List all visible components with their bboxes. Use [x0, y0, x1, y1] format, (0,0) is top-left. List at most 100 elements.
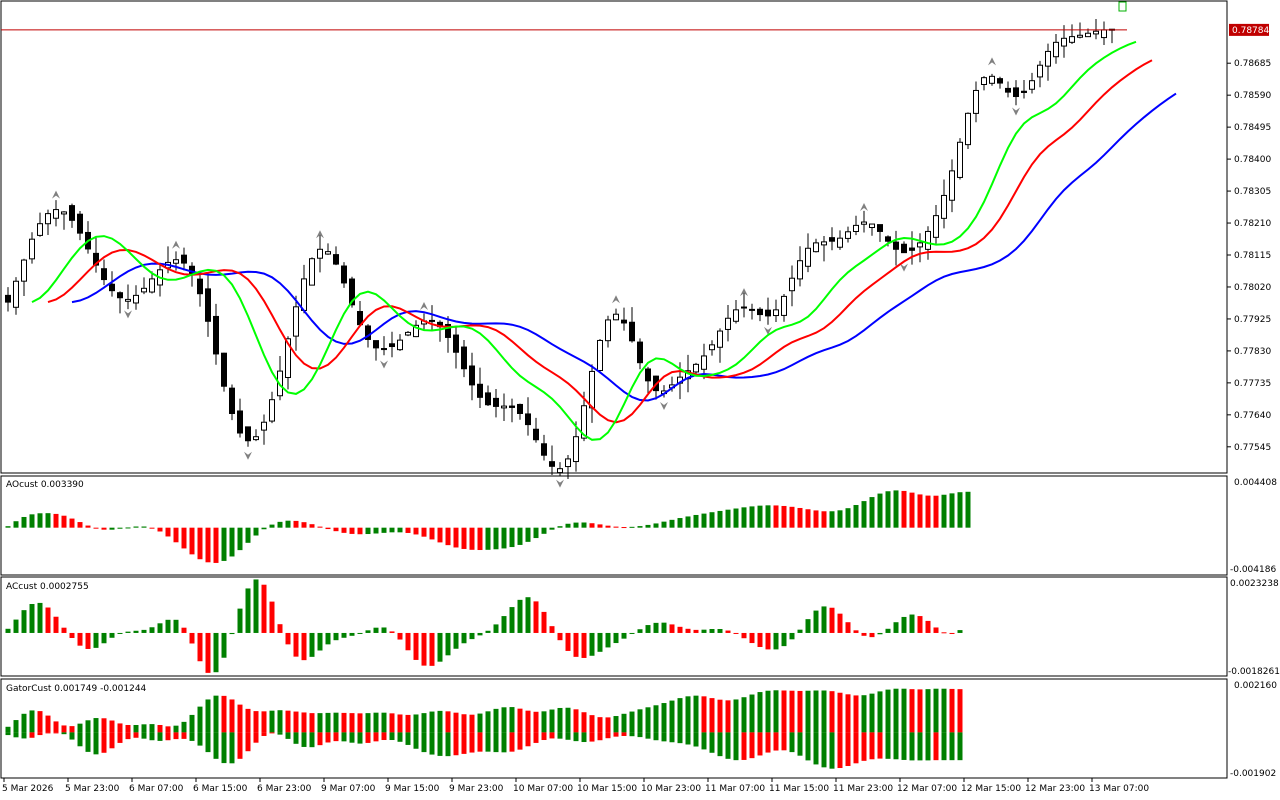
ac-bar [701, 629, 707, 633]
candles-layer [5, 19, 1115, 480]
ac-bar [645, 625, 651, 633]
ac-bar [117, 632, 123, 634]
up-fractal-arrow [172, 240, 180, 249]
gator-lower-bar [573, 732, 579, 742]
gator-upper-bar [309, 713, 315, 733]
ac-bar [517, 599, 523, 633]
up-fractal-arrow [52, 190, 60, 199]
gator-upper-bar [389, 713, 395, 733]
ao-bar [461, 527, 467, 549]
gator-lower-bar [925, 732, 931, 761]
ao-bar [501, 527, 507, 549]
ao-bar [437, 527, 443, 543]
bullish-candle [1069, 36, 1075, 43]
gator-upper-bar [181, 721, 187, 733]
ac-bar [213, 632, 219, 673]
ao-bar [205, 527, 211, 563]
bearish-candle [349, 278, 355, 306]
bearish-candle [69, 205, 75, 221]
bullish-candle [853, 224, 859, 232]
ao-bar [173, 527, 179, 543]
gator-upper-bar [613, 716, 619, 733]
gator-upper-bar [285, 710, 291, 733]
gator-lower-bar [765, 732, 771, 753]
gator-upper-bar [709, 698, 715, 733]
gator-upper-bar [725, 700, 731, 733]
bullish-candle [709, 344, 715, 351]
gator-lower-bar [701, 732, 707, 750]
bullish-candle [981, 77, 987, 85]
gator-lower-bar [13, 732, 19, 738]
ao-bar [549, 527, 555, 530]
ac-histogram [5, 579, 963, 673]
gator-lower-bar [381, 732, 387, 741]
gator-upper-bar [157, 724, 163, 733]
ao-bar [93, 527, 99, 529]
gator-upper-bar [517, 708, 523, 733]
ac-bar [957, 630, 963, 633]
bullish-candle [413, 324, 419, 338]
ao-bar [909, 492, 915, 528]
time-tick-label: 10 Mar 23:00 [641, 784, 701, 794]
bearish-candle [461, 346, 467, 370]
ao-bar [837, 510, 843, 528]
ao-bar [925, 495, 931, 528]
ac-bar [821, 606, 827, 633]
ao-bar [37, 513, 43, 528]
ac-bar [589, 632, 595, 656]
gator-lower-bar [181, 732, 187, 739]
ao-bar [253, 527, 259, 536]
gator-lower-bar [805, 732, 811, 761]
ac-bar [165, 619, 171, 633]
gator-upper-bar [85, 720, 91, 733]
bearish-candle [493, 397, 499, 407]
gator-upper-bar [357, 713, 363, 733]
ac-bar [245, 588, 251, 633]
gator-upper-bar [373, 712, 379, 733]
gator-upper-bar [629, 711, 635, 733]
ao-bar [765, 505, 771, 528]
gator-upper-bar [741, 697, 747, 733]
gator-min-label: -0.001902 [1230, 769, 1276, 779]
gator-lower-bar [869, 732, 875, 760]
price-panel[interactable]: 0.78685 0.78590 0.78495 0.78400 0.78305 0.782… [0, 0, 1271, 488]
bullish-candle [869, 223, 875, 229]
ac-bar [157, 623, 163, 633]
up-fractal-arrow [988, 57, 996, 66]
gator-upper-bar [829, 691, 835, 733]
ao-bar [677, 518, 683, 528]
ao-bar [509, 527, 515, 548]
gator-lower-bar [781, 732, 787, 751]
ao-bar [861, 501, 867, 528]
ao-panel[interactable]: AOcust 0.003390 0.004408 -0.004186 [0, 475, 1277, 576]
ac-panel[interactable]: ACcust 0.0002755 0.0023238 -0.0018261 [0, 576, 1280, 677]
ao-bar [13, 521, 19, 528]
ao-bar [341, 527, 347, 533]
ac-bar [197, 632, 203, 662]
bullish-candle [821, 241, 827, 246]
ao-bar [85, 525, 91, 528]
forming-candle-marker [1118, 1, 1127, 12]
gator-upper-bar [149, 724, 155, 733]
ao-bar [917, 494, 923, 528]
ao-bar [381, 527, 387, 533]
bearish-candle [829, 237, 835, 242]
bullish-candle [397, 339, 403, 351]
gator-lower-bar [917, 732, 923, 761]
gator-lower-bar [117, 732, 123, 743]
gator-panel[interactable]: GatorCust 0.001749 -0.001244 0.002160 -0… [0, 678, 1277, 779]
ao-bar [373, 527, 379, 534]
ac-bar [45, 607, 51, 633]
ao-bar [213, 527, 219, 563]
gator-lower-bar [885, 732, 891, 759]
gator-lower-bar [789, 732, 795, 753]
ao-bar [53, 513, 59, 528]
gator-upper-bar [21, 713, 27, 733]
price-tick-label: 0.78495 [1234, 123, 1271, 133]
bullish-candle [725, 317, 731, 330]
price-tick-label: 0.77640 [1234, 411, 1271, 421]
bullish-candle [13, 280, 19, 308]
price-tick-label: 0.78020 [1234, 283, 1271, 293]
bullish-candle [1101, 29, 1107, 39]
